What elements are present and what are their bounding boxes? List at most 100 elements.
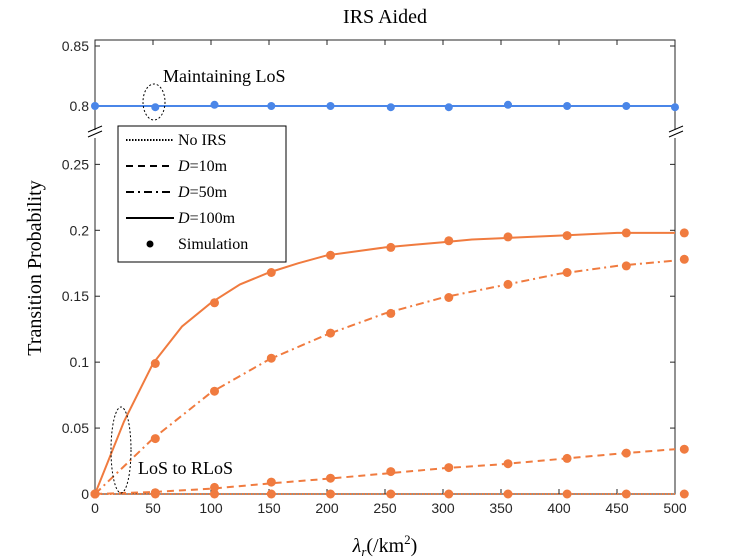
simulation-point bbox=[444, 236, 454, 246]
annotation-ellipse-upper bbox=[142, 83, 166, 121]
simulation-point-upper bbox=[386, 103, 395, 112]
legend-label-var: D bbox=[177, 158, 190, 175]
legend-marker-simulation bbox=[146, 240, 154, 248]
simulation-point-upper bbox=[563, 102, 572, 110]
y-axis-label: Transition Probability bbox=[24, 180, 46, 355]
series-line-d-100m bbox=[94, 231, 675, 495]
simulation-point bbox=[444, 293, 454, 302]
simulation-point bbox=[562, 268, 572, 277]
simulation-point-upper bbox=[210, 100, 219, 109]
simulation-point bbox=[386, 489, 396, 499]
simulation-point bbox=[621, 489, 631, 499]
legend-label: No IRS bbox=[178, 132, 226, 149]
simulation-point bbox=[266, 353, 276, 363]
x-tick-label: 250 bbox=[373, 500, 397, 516]
axes-frames bbox=[94, 39, 676, 495]
y-tick-label: 0.2 bbox=[70, 222, 90, 238]
simulation-point-upper bbox=[622, 102, 631, 110]
axis-ticks: 0 50 100 150 200 250 300 350 400 450 500 0 0.05 0.1 0.… bbox=[62, 38, 687, 516]
legend-label: D=100m bbox=[177, 210, 236, 227]
x-tick-label: 50 bbox=[145, 500, 161, 516]
simulation-point bbox=[326, 328, 335, 338]
simulation-point bbox=[503, 459, 513, 469]
simulation-point bbox=[444, 489, 454, 499]
x-axis-label-unit: (/km bbox=[366, 535, 404, 557]
simulation-point bbox=[90, 489, 100, 499]
legend-label-rest: =50m bbox=[190, 184, 228, 201]
y-tick-label: 0 bbox=[81, 486, 89, 502]
simulation-point bbox=[150, 434, 160, 444]
simulation-point bbox=[210, 298, 219, 308]
simulation-point-upper bbox=[267, 102, 276, 110]
simulation-point bbox=[266, 489, 276, 499]
y-tick-label: 0.25 bbox=[62, 156, 89, 172]
y-tick-label: 0.05 bbox=[62, 420, 89, 436]
simulation-point bbox=[266, 268, 276, 277]
simulation-point bbox=[562, 489, 572, 499]
simulation-point bbox=[210, 489, 219, 499]
legend-label-rest: =10m bbox=[190, 158, 228, 175]
simulation-point bbox=[210, 386, 219, 396]
simulation-point bbox=[621, 448, 631, 458]
legend-label-var: D bbox=[177, 184, 190, 201]
simulation-point bbox=[386, 308, 396, 318]
legend-box bbox=[117, 125, 287, 263]
simulation-point bbox=[326, 473, 335, 483]
simulation-point bbox=[562, 231, 572, 241]
simulation-point bbox=[444, 463, 454, 473]
simulation-point bbox=[326, 489, 335, 499]
simulation-point bbox=[150, 488, 160, 498]
x-axis-label: λr(/km2) bbox=[352, 532, 418, 559]
simulation-point bbox=[326, 250, 335, 260]
simulation-point-upper bbox=[326, 102, 335, 110]
simulation-point bbox=[503, 489, 513, 499]
y-tick-label: 0.15 bbox=[62, 288, 89, 304]
simulation-point bbox=[150, 359, 160, 368]
simulation-point bbox=[621, 228, 631, 238]
chart-title: IRS Aided bbox=[343, 6, 427, 28]
x-tick-label: 200 bbox=[315, 500, 339, 516]
simulation-point bbox=[679, 254, 689, 264]
simulation-point bbox=[386, 467, 396, 477]
x-axis-label-sub: r bbox=[361, 544, 367, 559]
simulation-point-upper bbox=[91, 102, 99, 110]
y-tick-label: 0.1 bbox=[70, 354, 90, 370]
legend-label: D=50m bbox=[177, 184, 228, 201]
annotation-lower: LoS to RLoS bbox=[138, 458, 233, 478]
legend-label-var: D bbox=[177, 210, 190, 227]
x-tick-label: 100 bbox=[199, 500, 223, 516]
y-tick-label-upper: 0.85 bbox=[62, 38, 89, 54]
legend-label: Simulation bbox=[178, 236, 248, 253]
legend-label-rest: =100m bbox=[190, 210, 236, 227]
x-tick-label: 500 bbox=[663, 500, 687, 516]
series-line-d-50m bbox=[94, 259, 676, 495]
x-tick-label: 450 bbox=[605, 500, 629, 516]
x-tick-label: 300 bbox=[431, 500, 455, 516]
simulation-point bbox=[210, 482, 219, 492]
simulation-point bbox=[679, 489, 689, 499]
data-series bbox=[90, 100, 689, 499]
series-line-d-10m bbox=[94, 448, 676, 495]
annotation-ellipse-lower bbox=[110, 406, 132, 494]
simulation-point bbox=[266, 477, 276, 487]
annotation-upper: Maintaining LoS bbox=[163, 66, 286, 86]
simulation-point bbox=[679, 228, 689, 238]
simulation-point bbox=[386, 242, 396, 252]
simulation-point bbox=[503, 232, 513, 242]
annotations: Maintaining LoS LoS to RLoS bbox=[110, 66, 286, 494]
simulation-point bbox=[621, 261, 631, 271]
x-axis-label-sup: 2 bbox=[404, 532, 411, 547]
simulation-point bbox=[503, 279, 513, 289]
simulation-point-upper bbox=[671, 103, 679, 112]
x-axis-label-close: ) bbox=[411, 535, 418, 557]
simulation-point bbox=[679, 444, 689, 454]
legend-label: D=10m bbox=[177, 158, 228, 175]
simulation-point-upper bbox=[504, 100, 512, 109]
axis-break-marks bbox=[87, 125, 684, 138]
x-axis-label-symbol: λ bbox=[352, 535, 362, 557]
x-tick-label: 0 bbox=[91, 500, 99, 516]
x-tick-label: 150 bbox=[257, 500, 281, 516]
x-tick-label: 350 bbox=[489, 500, 513, 516]
